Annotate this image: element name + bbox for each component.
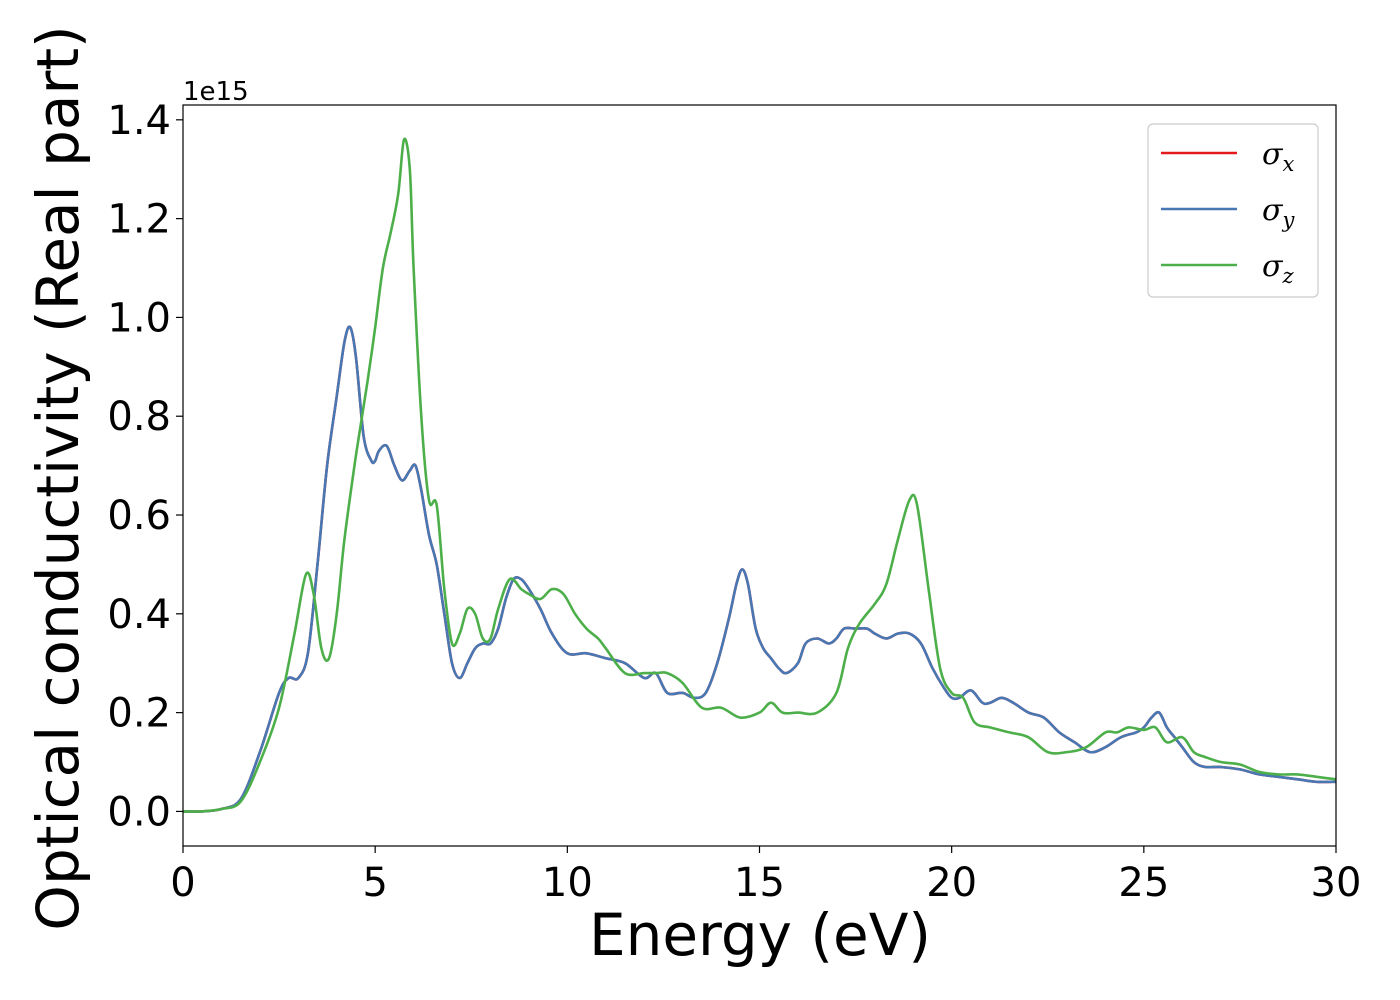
x-axis-title: Energy (eV) [589, 901, 931, 969]
y-axis-title: Optical conductivity (Real part) [24, 25, 92, 930]
y-tick-label: 1.0 [107, 295, 171, 341]
y-tick-label: 0.4 [107, 592, 171, 638]
x-tick-label: 10 [542, 860, 593, 906]
series-line-2 [182, 325, 1337, 813]
y-tick-label: 1.4 [107, 98, 171, 144]
x-tick-label: 25 [1118, 860, 1169, 906]
y-tick-label: 0.0 [107, 789, 171, 835]
x-tick-label: 20 [926, 860, 977, 906]
legend-label-2: σy [1262, 193, 1295, 232]
y-tick-label: 0.6 [107, 493, 171, 539]
y-tick-label: 0.2 [107, 691, 171, 737]
x-tick-label: 30 [1311, 860, 1362, 906]
x-tick-label: 5 [362, 860, 387, 906]
x-axis: 0 5 10 15 20 25 30 [170, 846, 1361, 906]
y-offset-label: 1e15 [183, 77, 249, 107]
y-tick-label: 1.2 [107, 197, 171, 243]
y-tick-label: 0.8 [107, 394, 171, 440]
legend: σx σy σz [1147, 123, 1319, 298]
x-tick-label: 0 [170, 860, 195, 906]
legend-label-1: σx [1262, 137, 1294, 176]
series-line-3 [182, 137, 1337, 813]
x-tick-label: 15 [734, 860, 785, 906]
legend-box [1147, 123, 1319, 298]
series-layer [182, 137, 1337, 813]
legend-label-3: σz [1262, 249, 1294, 288]
y-axis: 0.0 0.2 0.4 0.6 0.8 1.0 1.2 1.4 [107, 98, 183, 835]
